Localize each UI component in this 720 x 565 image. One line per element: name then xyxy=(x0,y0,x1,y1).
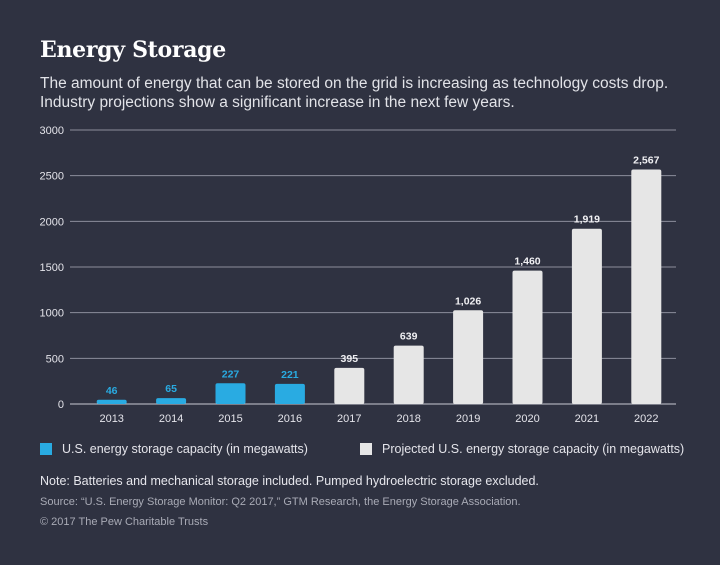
source-text: Source: “U.S. Energy Storage Monitor: Q2… xyxy=(40,496,521,508)
x-tick-label: 2015 xyxy=(218,413,242,425)
chart-title: Energy Storage xyxy=(40,37,226,63)
legend-item-projected: Projected U.S. energy storage capacity (… xyxy=(360,442,684,456)
bar-projected xyxy=(631,169,662,404)
legend-swatch-projected xyxy=(360,443,372,455)
y-tick-label: 1000 xyxy=(40,308,64,320)
bar-actual xyxy=(274,383,305,404)
x-tick-label: 2017 xyxy=(337,413,361,425)
x-tick-label: 2014 xyxy=(159,413,183,425)
y-tick-label: 2500 xyxy=(40,171,64,183)
footnote: Note: Batteries and mechanical storage i… xyxy=(40,474,539,488)
bar-actual xyxy=(156,398,187,404)
data-label: 639 xyxy=(400,331,418,343)
x-tick-label: 2019 xyxy=(456,413,480,425)
data-label: 1,919 xyxy=(574,214,600,226)
bar-actual xyxy=(215,383,246,404)
y-tick-label: 0 xyxy=(58,399,64,411)
data-label: 1,026 xyxy=(455,295,481,307)
y-tick-label: 3000 xyxy=(40,125,64,137)
x-tick-label: 2021 xyxy=(575,413,599,425)
x-tick-label: 2016 xyxy=(278,413,302,425)
x-tick-label: 2022 xyxy=(634,413,658,425)
x-tick-label: 2018 xyxy=(396,413,420,425)
bar-projected xyxy=(334,367,365,404)
bar-projected xyxy=(393,345,424,404)
legend-swatch-actual xyxy=(40,443,52,455)
data-label: 395 xyxy=(341,353,359,365)
data-label: 221 xyxy=(281,369,299,381)
data-label: 2,567 xyxy=(633,155,659,167)
data-label: 65 xyxy=(165,383,177,395)
data-label: 227 xyxy=(222,368,240,380)
legend-item-actual: U.S. energy storage capacity (in megawat… xyxy=(40,442,308,456)
legend-label-actual: U.S. energy storage capacity (in megawat… xyxy=(62,442,308,456)
x-tick-label: 2013 xyxy=(99,413,123,425)
y-tick-label: 500 xyxy=(46,353,64,365)
data-label: 1,460 xyxy=(514,256,540,268)
bar-chart: 0 500 1000 1500 2000 2500 3000 46 2013 65 2014 227 2… xyxy=(40,125,676,425)
bar-projected xyxy=(512,270,543,404)
y-tick-label: 2000 xyxy=(40,216,64,228)
bar-actual xyxy=(96,399,127,404)
bar-projected xyxy=(571,228,602,404)
y-tick-label: 1500 xyxy=(40,262,64,274)
chart-subtitle: The amount of energy that can be stored … xyxy=(40,75,669,111)
copyright-text: © 2017 The Pew Charitable Trusts xyxy=(40,516,209,528)
bar-projected xyxy=(453,310,484,404)
data-label: 46 xyxy=(106,385,118,397)
x-tick-label: 2020 xyxy=(515,413,539,425)
legend-label-projected: Projected U.S. energy storage capacity (… xyxy=(382,442,685,456)
